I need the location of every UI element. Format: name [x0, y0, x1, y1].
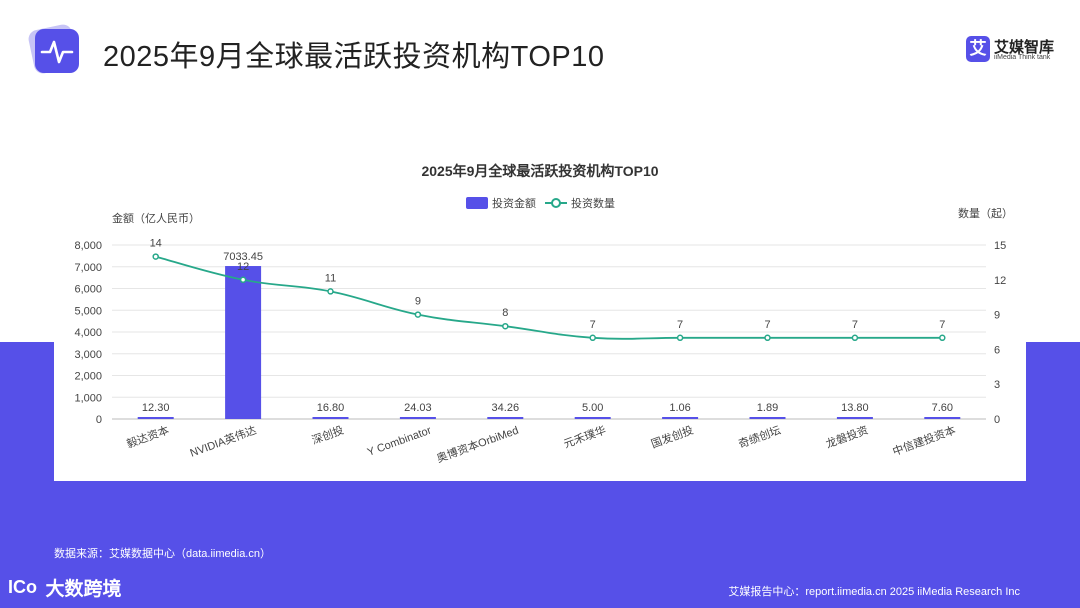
legend-line-marker — [551, 198, 561, 208]
category-label: 元禾璞华 — [562, 423, 608, 451]
bar — [399, 417, 436, 419]
y-tick-label: 7,000 — [74, 262, 102, 274]
chart-card: 2025年9月全球最活跃投资机构TOP10 投资金额 投资数量 金额（亿人民币）… — [54, 147, 1026, 481]
brand-subtitle: iiMedia Think tank — [994, 54, 1051, 61]
bar-value-label: 7.60 — [932, 402, 953, 414]
count-point — [502, 322, 509, 330]
y2-tick-label: 0 — [994, 414, 1000, 426]
category-label: 中信建投资本 — [891, 423, 958, 459]
count-point — [851, 334, 859, 342]
bar — [137, 417, 174, 419]
count-point — [939, 334, 946, 342]
bar-value-label: 1.06 — [669, 402, 690, 414]
count-value-label: 7 — [764, 319, 770, 331]
bar-value-label: 34.26 — [492, 402, 520, 414]
y-tick-label: 0 — [96, 414, 102, 426]
count-point — [676, 334, 684, 342]
bar-value-label: 12.30 — [142, 402, 170, 414]
footer-credit: 艾媒报告中心：report.iimedia.cn 2025 iiMedia Re… — [728, 586, 1020, 598]
category-label: 奥博资本OrbiMed — [435, 423, 521, 466]
count-point — [764, 334, 771, 342]
count-point — [589, 334, 596, 342]
count-value-label: 11 — [325, 272, 336, 284]
count-value-label: 7 — [939, 319, 945, 331]
bar-value-label: 1.89 — [757, 402, 778, 414]
y-tick-label: 2,000 — [74, 371, 102, 383]
combo-chart: 2025年9月全球最活跃投资机构TOP10 投资金额 投资数量 金额（亿人民币）… — [74, 163, 1013, 466]
bar — [749, 417, 786, 419]
bar — [662, 417, 699, 419]
bar — [836, 417, 873, 419]
count-value-label: 8 — [502, 307, 508, 319]
brand-logo-glyph: 艾 — [969, 39, 987, 58]
y-axis-title: 金额（亿人民币） — [112, 211, 200, 225]
count-value-label: 14 — [150, 238, 162, 250]
footer-brand-mark: ICo — [8, 577, 37, 597]
count-point — [414, 311, 422, 318]
y-tick-label: 5,000 — [74, 305, 102, 317]
y-tick-label: 1,000 — [74, 392, 102, 404]
bar-value-label: 13.80 — [841, 402, 869, 414]
count-value-label: 7 — [852, 319, 858, 331]
data-source: 数据来源：艾媒数据中心（data.iimedia.cn） — [54, 548, 271, 560]
count-point — [239, 276, 247, 284]
y-tick-label: 3,000 — [74, 349, 102, 361]
y-tick-label: 6,000 — [74, 284, 102, 296]
y-tick-label: 4,000 — [74, 327, 102, 339]
footer-brand-name: 大数跨境 — [45, 579, 122, 600]
count-value-label: 7 — [590, 319, 596, 331]
y2-tick-label: 12 — [994, 275, 1006, 287]
bar-value-label: 24.03 — [404, 402, 432, 414]
chart-title: 2025年9月全球最活跃投资机构TOP10 — [421, 163, 658, 179]
legend-bar-label: 投资金额 — [492, 196, 536, 210]
category-label: 国发创投 — [649, 423, 695, 451]
y2-tick-label: 15 — [994, 240, 1006, 252]
brand-logo: 艾 艾媒智库 iiMedia Think tank — [966, 36, 1066, 66]
category-label: 奇绩创坛 — [737, 424, 783, 451]
bar-value-label: 16.80 — [317, 402, 345, 414]
footer-brand: ICo 大数跨境 — [8, 574, 121, 604]
bar — [924, 417, 961, 419]
y2-axis-title: 数量（起） — [958, 207, 1013, 220]
y2-tick-label: 3 — [994, 379, 1000, 391]
category-label: Y Combinator — [366, 424, 433, 458]
bar-value-label: 5.00 — [582, 402, 603, 414]
count-point — [327, 288, 334, 295]
bar-value-label: 7033.45 — [223, 251, 263, 263]
count-value-label: 7 — [677, 319, 683, 331]
count-line — [155, 255, 943, 340]
category-label: NVIDIA英伟达 — [188, 423, 258, 460]
brand-name: 艾媒智库 — [994, 39, 1055, 56]
page-title: 2025年9月全球最活跃投资机构TOP10 — [103, 41, 605, 73]
category-label: 深创投 — [310, 423, 346, 447]
legend-line-label: 投资数量 — [571, 196, 615, 210]
legend-bar-swatch — [466, 197, 488, 209]
category-label: 毅达资本 — [125, 423, 171, 451]
bar — [225, 266, 262, 419]
count-point — [152, 253, 159, 260]
y2-tick-label: 6 — [994, 344, 1000, 356]
y-tick-label: 8,000 — [74, 240, 102, 252]
pulse-icon — [28, 24, 79, 74]
y2-tick-label: 9 — [994, 310, 1000, 322]
category-label: 龙磐投资 — [824, 423, 870, 451]
brand-logo-mark — [966, 36, 990, 62]
count-value-label: 9 — [415, 296, 421, 308]
bar — [487, 417, 524, 419]
bar — [574, 417, 611, 419]
count-value-label: 12 — [237, 261, 249, 273]
bar — [312, 417, 349, 419]
